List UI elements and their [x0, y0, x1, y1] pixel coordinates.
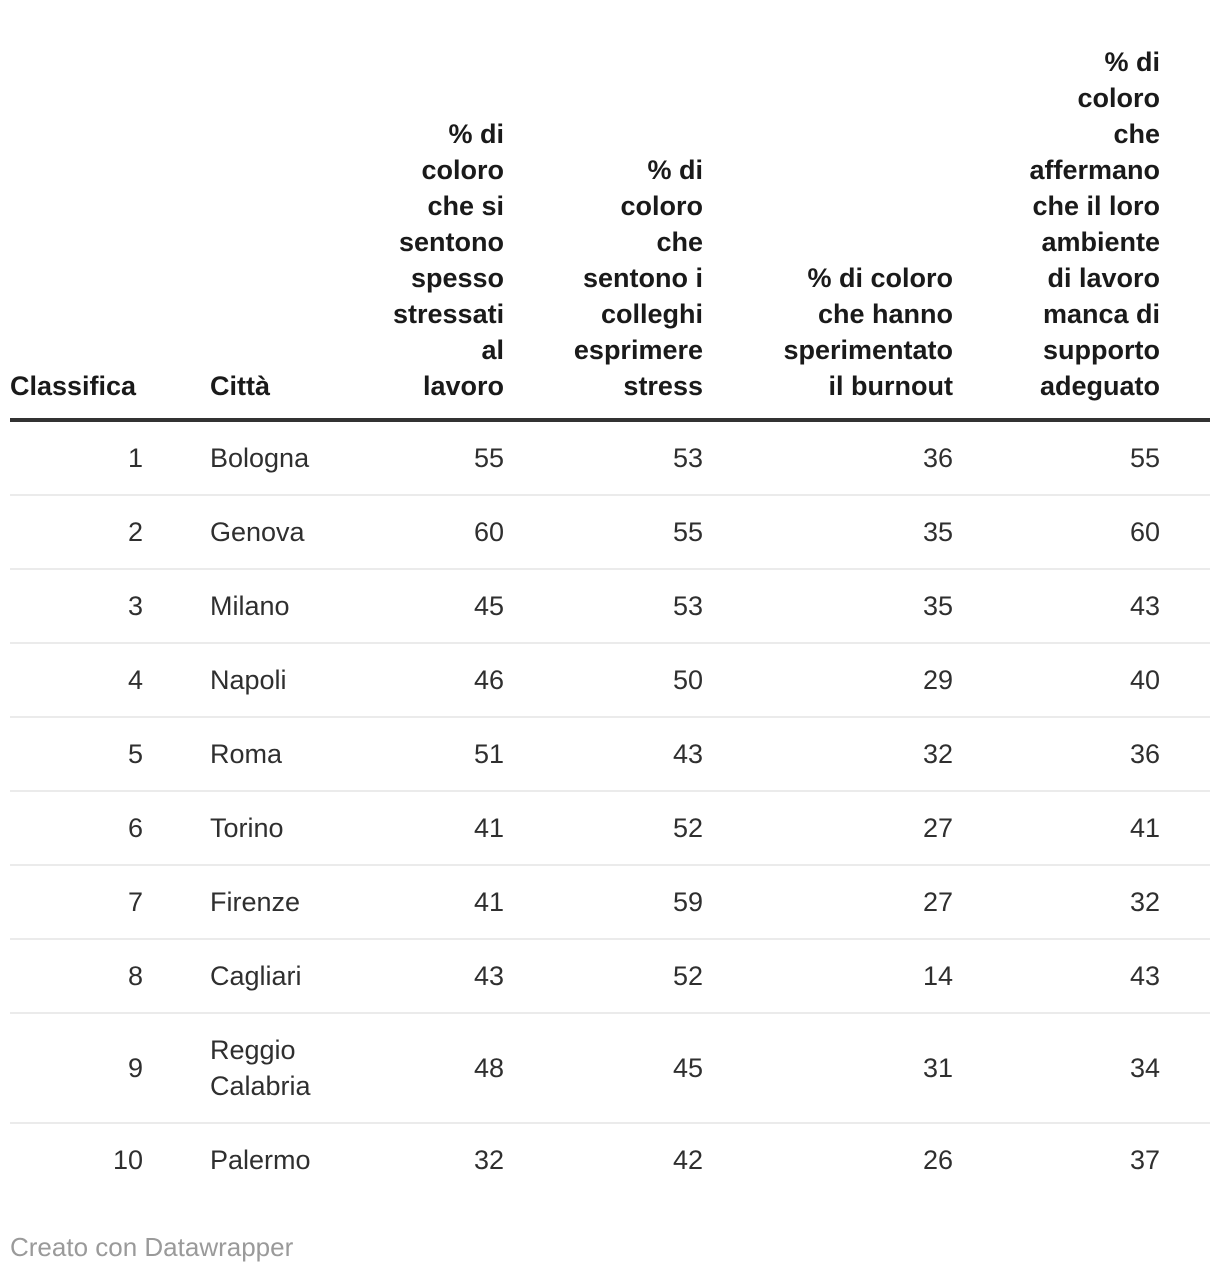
value-supporto-cell: 32	[963, 865, 1210, 940]
value-burnout-cell: 29	[713, 643, 963, 718]
city-cell: Cagliari	[153, 939, 393, 1014]
value-stressati-cell: 32	[473, 1145, 504, 1175]
column-header-stressati-al-lavoro: % di coloro che si sentono spesso stress…	[393, 14, 520, 422]
value-stressati-cell: 43	[393, 939, 520, 1014]
value-burnout-cell: 14	[713, 939, 963, 1014]
value-supporto-cell: 37	[1129, 1145, 1160, 1175]
value-supporto-cell: 55	[963, 420, 1210, 496]
rank-cell: 2	[10, 495, 153, 570]
rank-cell: 1	[10, 420, 153, 496]
value-stressati-cell: 41	[393, 865, 520, 940]
city-cell: Genova	[153, 495, 393, 570]
value-stressati-cell: 55	[393, 420, 520, 496]
value-stressati-cell: 51	[393, 717, 520, 792]
city-cell: Bologna	[153, 420, 393, 496]
value-stressati-cell: 41	[393, 791, 520, 866]
value-burnout-cell: 27	[713, 791, 963, 866]
value-burnout-cell: 35	[713, 495, 963, 570]
value-supporto-cell: 60	[963, 495, 1210, 570]
table-row: 6 Torino 41 52 27 41	[10, 791, 1210, 866]
table-row: 9 Reggio Calabria 48 45 31 34	[10, 1013, 1210, 1124]
column-header-citta: Città	[153, 14, 393, 422]
value-burnout-cell: 35	[713, 569, 963, 644]
table-row: 3 Milano 45 53 35 43	[10, 569, 1210, 644]
value-colleghi-cell: 52	[520, 939, 713, 1014]
city-cell: Napoli	[153, 643, 393, 718]
table-row: 2 Genova 60 55 35 60	[10, 495, 1210, 570]
rank-cell: 9	[10, 1013, 153, 1124]
value-burnout-cell: 36	[713, 420, 963, 496]
value-supporto-cell: 34	[963, 1013, 1210, 1124]
city-cell: Milano	[153, 569, 393, 644]
ranking-table: Classifica Città % di coloro che si sent…	[10, 14, 1210, 1196]
city-cell: Palermo	[210, 1145, 311, 1175]
value-stressati-cell: 48	[393, 1013, 520, 1124]
rank-cell: 4	[10, 643, 153, 718]
table-body: 1 Bologna 55 53 36 55 2 Genova 60 55 35 60 3 Milano 45…	[10, 420, 1210, 1196]
value-burnout-cell: 27	[713, 865, 963, 940]
table-row: 5 Roma 51 43 32 36	[10, 717, 1210, 792]
rank-cell: 6	[10, 791, 153, 866]
value-colleghi-cell: 52	[520, 791, 713, 866]
value-stressati-cell: 45	[393, 569, 520, 644]
city-cell: Firenze	[153, 865, 393, 940]
value-supporto-cell: 40	[963, 643, 1210, 718]
value-colleghi-cell: 55	[520, 495, 713, 570]
city-cell: Torino	[153, 791, 393, 866]
value-supporto-cell: 41	[963, 791, 1210, 866]
table-row: 1 Bologna 55 53 36 55	[10, 420, 1210, 496]
column-header-classifica: Classifica	[10, 14, 153, 422]
column-header-colleghi-stress: % di coloro che sentono i colleghi espri…	[520, 14, 713, 422]
table-row: 7 Firenze 41 59 27 32	[10, 865, 1210, 940]
table-row: 8 Cagliari 43 52 14 43	[10, 939, 1210, 1014]
column-header-burnout: % di coloro che hanno sperimentato il bu…	[713, 14, 963, 422]
column-header-supporto-adeguato: % di coloro che affermano che il loro am…	[963, 14, 1210, 422]
datawrapper-attribution-link[interactable]: Creato con Datawrapper	[10, 1232, 294, 1262]
value-burnout-cell: 31	[713, 1013, 963, 1124]
city-cell: Reggio Calabria	[153, 1013, 393, 1124]
rank-cell: 8	[10, 939, 153, 1014]
table-header: Classifica Città % di coloro che si sent…	[10, 14, 1210, 422]
value-colleghi-cell: 53	[520, 569, 713, 644]
rank-cell: 5	[10, 717, 153, 792]
value-colleghi-cell: 53	[520, 420, 713, 496]
value-stressati-cell: 46	[393, 643, 520, 718]
value-supporto-cell: 36	[963, 717, 1210, 792]
rank-cell: 10	[112, 1145, 143, 1175]
city-cell: Roma	[153, 717, 393, 792]
value-burnout-cell: 32	[713, 717, 963, 792]
value-stressati-cell: 60	[393, 495, 520, 570]
table-row: 10 Palermo 32 42 26 37	[10, 1123, 1210, 1196]
value-colleghi-cell: 45	[520, 1013, 713, 1124]
value-burnout-cell: 26	[922, 1145, 953, 1175]
value-colleghi-cell: 42	[672, 1145, 703, 1175]
table-row: 4 Napoli 46 50 29 40	[10, 643, 1210, 718]
value-colleghi-cell: 59	[520, 865, 713, 940]
value-supporto-cell: 43	[963, 939, 1210, 1014]
value-colleghi-cell: 50	[520, 643, 713, 718]
rank-cell: 3	[10, 569, 153, 644]
value-supporto-cell: 43	[963, 569, 1210, 644]
value-colleghi-cell: 43	[520, 717, 713, 792]
rank-cell: 7	[10, 865, 153, 940]
